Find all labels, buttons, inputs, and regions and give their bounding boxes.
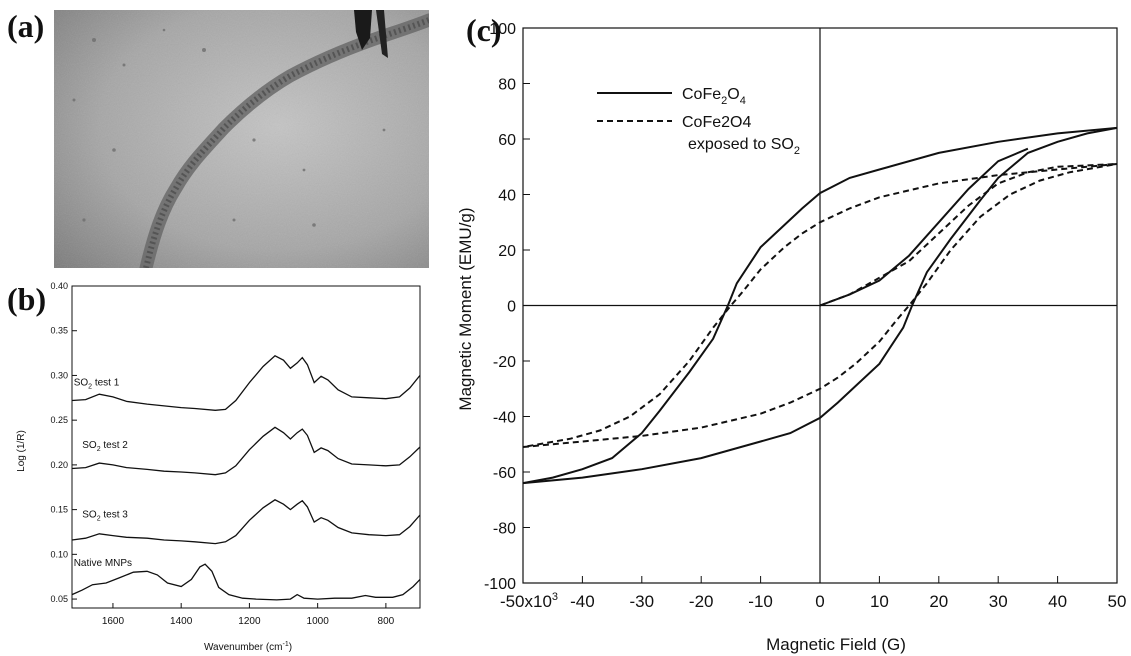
spectrum-line (71, 563, 421, 601)
hysteresis-loop-cofe2o4 (819, 147, 1029, 307)
legend: CoFe2O4 CoFe2O4 exposed to SO2 (597, 86, 800, 157)
spectrum-line (71, 499, 421, 545)
spectra-x-tick-label: 1000 (307, 616, 330, 627)
spectra-x-axis-label: Wavenumber (cm-1) (204, 641, 292, 653)
hysteresis-loop-cofe2o4 (522, 126, 1118, 485)
hysteresis-loop-cofe2o4 (522, 126, 1118, 485)
hysteresis-x-tick-label: -40 (570, 592, 595, 611)
spectra-y-tick-label: 0.10 (50, 549, 68, 559)
panel-label-b: (b) (7, 281, 47, 317)
hysteresis-x-axis-label: Magnetic Field (G) (766, 635, 906, 654)
spectrum-label: SO2 test 1 (74, 377, 120, 390)
hysteresis-y-tick-label: -100 (484, 576, 516, 593)
spectra-x-tick-label: 1200 (238, 616, 261, 627)
spectrum-line (71, 355, 421, 411)
hysteresis-y-tick-label: -20 (493, 354, 516, 371)
spectrum-label: SO2 test 2 (82, 440, 128, 453)
hysteresis-loop-exposed (819, 163, 1118, 307)
spectra-y-tick-label: 0.30 (50, 370, 68, 380)
legend-label-cofe2o4: CoFe2O4 (682, 86, 746, 107)
hysteresis-x-tick-label: 0 (815, 592, 824, 611)
hysteresis-loop-exposed (522, 163, 1118, 448)
spectra-x-tick-label: 800 (378, 616, 395, 627)
hysteresis-x-tick-label: -50x103 (500, 591, 558, 611)
spectra-y-tick-label: 0.20 (50, 460, 68, 470)
hysteresis-x-tick-label: -20 (689, 592, 714, 611)
hysteresis-x-tick-label: 50 (1108, 592, 1127, 611)
hysteresis-y-tick-label: 0 (507, 299, 516, 316)
hysteresis-y-tick-label: 40 (498, 188, 516, 205)
panel-label-a: (a) (7, 8, 45, 44)
spectrum-line (71, 426, 421, 476)
hysteresis-y-tick-label: 20 (498, 243, 516, 260)
tem-micrograph-image (54, 10, 429, 268)
hysteresis-x-tick-label: -10 (748, 592, 773, 611)
hysteresis-y-tick-label: -80 (493, 521, 516, 538)
hysteresis-x-tick-label: 20 (929, 592, 948, 611)
hysteresis-y-tick-label: 60 (498, 132, 516, 149)
hysteresis-y-tick-label: -40 (493, 410, 516, 427)
spectra-y-tick-label: 0.15 (50, 505, 68, 515)
hysteresis-x-tick-label: -30 (630, 592, 655, 611)
hysteresis-x-tick-label: 40 (1048, 592, 1067, 611)
spectra-x-tick-label: 1400 (170, 616, 193, 627)
hysteresis-y-axis-label: Magnetic Moment (EMU/g) (456, 207, 475, 410)
spectra-y-tick-label: 0.35 (50, 326, 68, 336)
spectrum-label: SO2 test 3 (82, 510, 128, 523)
hysteresis-loop-exposed (522, 163, 1118, 448)
spectra-y-axis-label: Log (1/R) (16, 430, 27, 472)
spectra-x-tick-label: 1600 (102, 616, 125, 627)
hysteresis-x-tick-label: 30 (989, 592, 1008, 611)
spectrum-label: Native MNPs (74, 558, 132, 569)
panel-label-c: (c) (466, 12, 502, 48)
hysteresis-y-tick-label: -60 (493, 465, 516, 482)
spectra-y-tick-label: 0.40 (50, 281, 68, 291)
hysteresis-y-tick-label: 80 (498, 77, 516, 94)
hysteresis-y-tick-label: 100 (489, 21, 516, 38)
spectra-y-tick-label: 0.05 (50, 594, 68, 604)
spectra-y-tick-label: 0.25 (50, 415, 68, 425)
legend-label-exposed-line1: CoFe2O4 (682, 114, 751, 131)
hysteresis-x-tick-label: 10 (870, 592, 889, 611)
legend-label-exposed-line2: exposed to SO2 (688, 136, 800, 157)
spectra-chart: 0.05 0.10 0.15 0.20 0.25 0.30 0.35 0.40 1600 140… (16, 281, 421, 653)
